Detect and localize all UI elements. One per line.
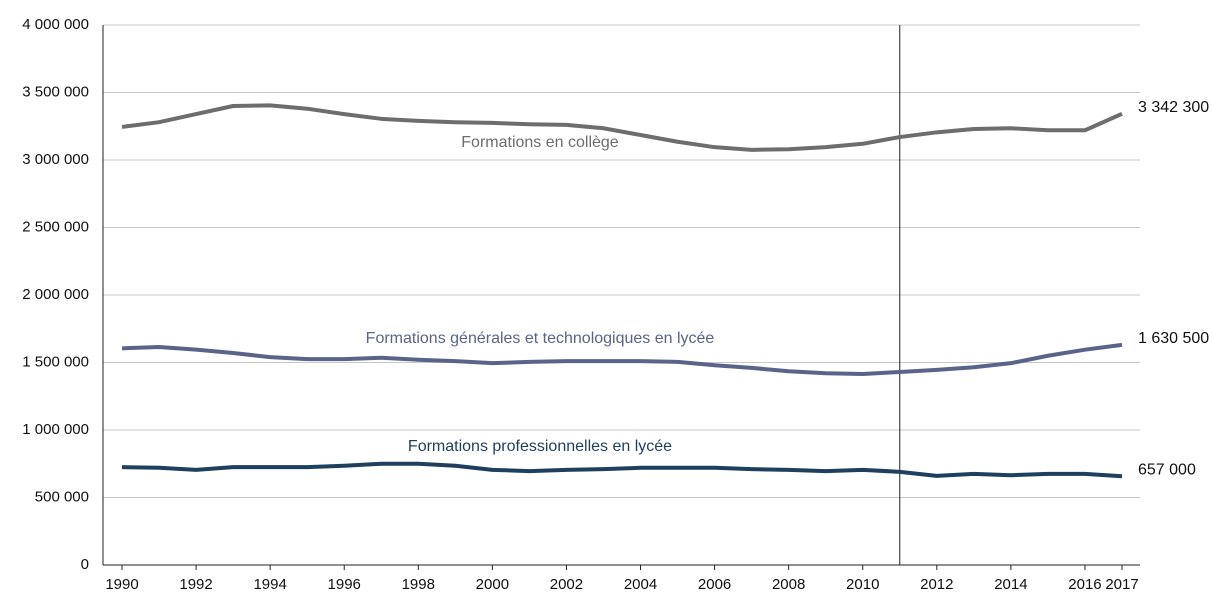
x-tick-label: 2012 xyxy=(920,576,953,593)
y-tick-label: 3 000 000 xyxy=(22,151,89,168)
x-tick-label: 2010 xyxy=(846,576,879,593)
series-line xyxy=(121,103,1123,152)
x-tick-label: 2002 xyxy=(550,576,583,593)
x-tick-label: 2006 xyxy=(698,576,731,593)
x-tick-label: 2000 xyxy=(476,576,509,593)
y-tick-label: 3 500 000 xyxy=(22,83,89,100)
x-tick-label: 1996 xyxy=(328,576,361,593)
y-tick-label: 2 500 000 xyxy=(22,218,89,235)
y-tick-label: 1 500 000 xyxy=(22,353,89,370)
x-tick-label: 1990 xyxy=(105,576,138,593)
series-line xyxy=(121,461,1123,479)
x-tick-label: 1998 xyxy=(402,576,435,593)
y-tick-label: 4 000 000 xyxy=(22,16,89,33)
y-tick-label: 2 000 000 xyxy=(22,286,89,303)
series-label: Formations professionnelles en lycée xyxy=(408,438,672,455)
x-tick-label: 2016 xyxy=(1068,576,1101,593)
x-tick-label: 1992 xyxy=(179,576,212,593)
series-label: Formations en collège xyxy=(461,134,619,151)
x-tick-label: 1994 xyxy=(253,576,286,593)
y-tick-label: 500 000 xyxy=(35,488,89,505)
series-line xyxy=(121,342,1123,376)
x-tick-label: 2017 xyxy=(1105,576,1138,593)
end-value-label: 1 630 500 xyxy=(1138,330,1209,347)
y-tick-label: 0 xyxy=(81,556,89,573)
x-tick-label: 2014 xyxy=(994,576,1027,593)
y-tick-label: 1 000 000 xyxy=(22,421,89,438)
x-tick-label: 2008 xyxy=(772,576,805,593)
end-value-label: 657 000 xyxy=(1138,462,1196,479)
end-value-label: 3 342 300 xyxy=(1138,99,1209,116)
series-label: Formations générales et technologiques e… xyxy=(366,330,715,347)
x-tick-label: 2004 xyxy=(624,576,657,593)
